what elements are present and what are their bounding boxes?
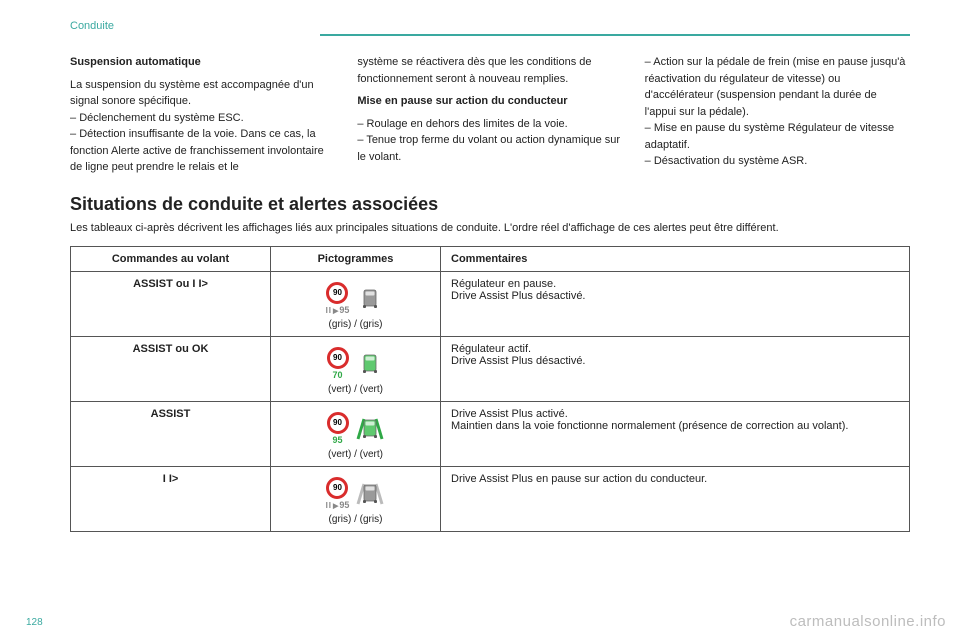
- speed-limit-sign-icon: 90: [326, 282, 348, 304]
- col2-li2: Tenue trop ferme du volant ou action dyn…: [357, 132, 622, 165]
- col2-p1: système se réactivera dès que les condit…: [357, 54, 622, 87]
- speed-limit-sign-icon: 90: [327, 347, 349, 369]
- car-lane-icon: [355, 480, 385, 506]
- pictogram-caption: (vert) / (vert): [281, 449, 430, 460]
- cell-command: ASSIST: [71, 401, 271, 466]
- breadcrumb: Conduite: [70, 20, 910, 32]
- col3-li2: Mise en pause du système Régulateur de v…: [645, 120, 910, 153]
- cell-comment: Régulateur actif.Drive Assist Plus désac…: [441, 336, 910, 401]
- th-commands: Commandes au volant: [71, 246, 271, 271]
- section-subtitle: Les tableaux ci-après décrivent les affi…: [70, 221, 910, 236]
- cruise-speed-value: II▶95: [326, 305, 350, 315]
- manual-page: Conduite Suspension automatique La suspe…: [0, 0, 960, 532]
- cell-comment: Drive Assist Plus activé.Maintien dans l…: [441, 401, 910, 466]
- col1-li1: Déclenchement du système ESC.: [70, 110, 335, 127]
- pictogram-caption: (vert) / (vert): [281, 384, 430, 395]
- header-rule: [70, 34, 910, 36]
- col3-li1: Action sur la pédale de frein (mise en p…: [645, 54, 910, 120]
- cell-pictogram: 90 95 (vert) / (vert): [271, 401, 441, 466]
- th-pictograms: Pictogrammes: [271, 246, 441, 271]
- col2-li1: Roulage en dehors des limites de la voie…: [357, 116, 622, 133]
- cell-pictogram: 90 70 (vert) / (vert): [271, 336, 441, 401]
- car-lane-icon: [355, 285, 385, 311]
- table-row: ASSIST ou OK 90 70 (vert) / (vert)Régula…: [71, 336, 910, 401]
- pictogram-caption: (gris) / (gris): [281, 319, 430, 330]
- cell-comment: Régulateur en pause.Drive Assist Plus dé…: [441, 271, 910, 336]
- car-lane-icon: [355, 415, 385, 441]
- watermark: carmanualsonline.info: [790, 613, 946, 630]
- cell-command: ASSIST ou OK: [71, 336, 271, 401]
- col1-p1: La suspension du système est accompagnée…: [70, 77, 335, 110]
- th-comments: Commentaires: [441, 246, 910, 271]
- speed-limit-sign-icon: 90: [326, 477, 348, 499]
- speed-limit-sign-icon: 90: [327, 412, 349, 434]
- cruise-speed-value: II▶95: [326, 500, 350, 510]
- column-3: Action sur la pédale de frein (mise en p…: [645, 54, 910, 176]
- intro-columns: Suspension automatique La suspension du …: [70, 54, 910, 176]
- pictogram-caption: (gris) / (gris): [281, 514, 430, 525]
- cell-comment: Drive Assist Plus en pause sur action du…: [441, 466, 910, 531]
- column-1: Suspension automatique La suspension du …: [70, 54, 335, 176]
- col2-heading: Mise en pause sur action du conducteur: [357, 93, 622, 110]
- car-lane-icon: [355, 350, 385, 376]
- cruise-speed-value: 70: [332, 370, 342, 380]
- cell-command: ASSIST ou I I>: [71, 271, 271, 336]
- page-number: 128: [26, 617, 43, 628]
- col3-li3: Désactivation du système ASR.: [645, 153, 910, 170]
- cruise-speed-value: 95: [332, 435, 342, 445]
- table-row: I I> 90 II▶95 (gris) / (gris)Drive Assis…: [71, 466, 910, 531]
- col1-li2: Détection insuffisante de la voie. Dans …: [70, 126, 335, 176]
- table-row: ASSIST ou I I> 90 II▶95 (gris) / (gris)R…: [71, 271, 910, 336]
- col1-heading: Suspension automatique: [70, 54, 335, 71]
- cell-pictogram: 90 II▶95 (gris) / (gris): [271, 466, 441, 531]
- cell-pictogram: 90 II▶95 (gris) / (gris): [271, 271, 441, 336]
- column-2: système se réactivera dès que les condit…: [357, 54, 622, 176]
- table-row: ASSIST 90 95 (vert) / (vert)Drive Assist…: [71, 401, 910, 466]
- alerts-table: Commandes au volant Pictogrammes Comment…: [70, 246, 910, 532]
- section-title: Situations de conduite et alertes associ…: [70, 194, 910, 215]
- cell-command: I I>: [71, 466, 271, 531]
